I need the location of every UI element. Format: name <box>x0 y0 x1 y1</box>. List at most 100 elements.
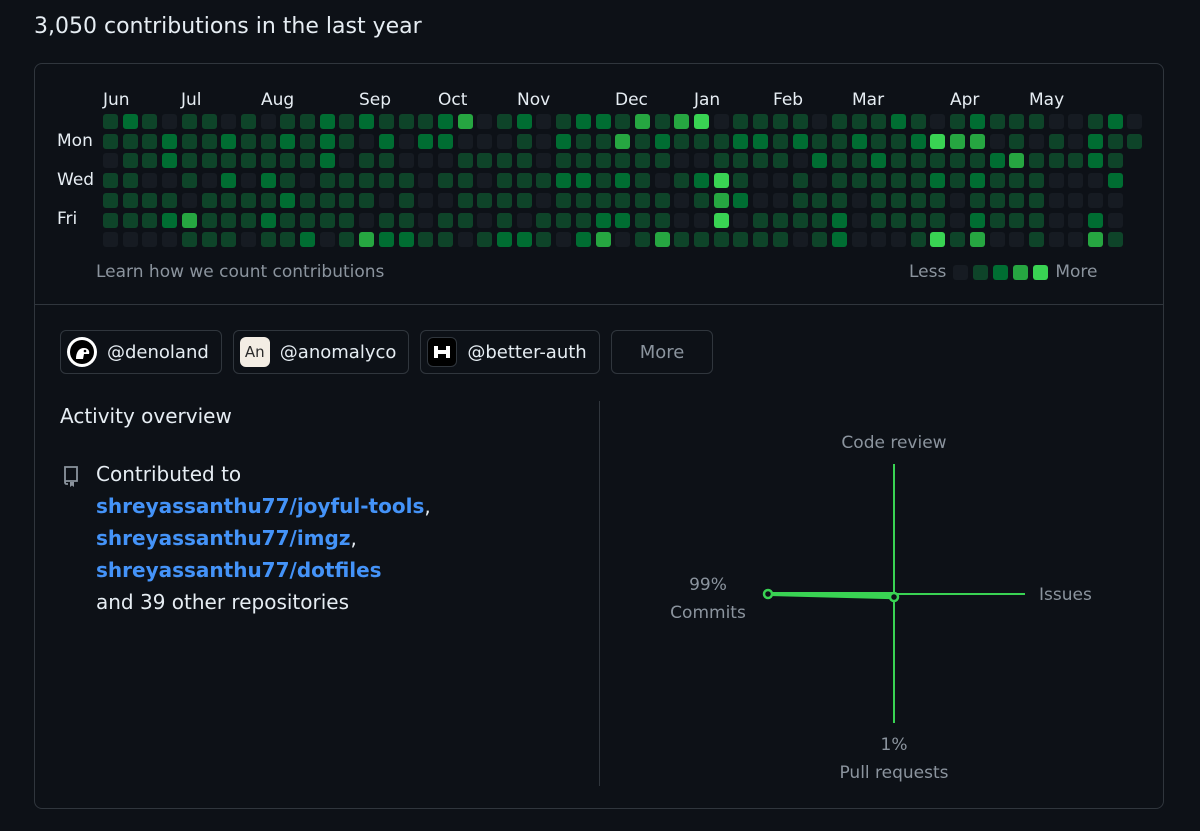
contribution-day-cell[interactable] <box>536 173 552 189</box>
contribution-day-cell[interactable] <box>654 232 670 248</box>
contribution-day-cell[interactable] <box>142 133 158 149</box>
contribution-day-cell[interactable] <box>1028 114 1044 129</box>
contribution-day-cell[interactable] <box>319 173 335 189</box>
contribution-day-cell[interactable] <box>1048 212 1064 228</box>
contribution-day-cell[interactable] <box>792 114 808 129</box>
contribution-day-cell[interactable] <box>910 114 926 129</box>
contribution-day-cell[interactable] <box>457 114 473 129</box>
contribution-day-cell[interactable] <box>733 153 749 169</box>
contribution-day-cell[interactable] <box>1068 153 1084 169</box>
contribution-day-cell[interactable] <box>398 133 414 149</box>
contribution-day-cell[interactable] <box>989 173 1005 189</box>
org-button-denoland[interactable]: @denoland <box>60 330 222 374</box>
repo-link[interactable]: shreyassanthu77/joyful-tools <box>96 494 425 518</box>
contribution-day-cell[interactable] <box>556 173 572 189</box>
contribution-day-cell[interactable] <box>122 114 138 129</box>
contribution-day-cell[interactable] <box>516 153 532 169</box>
contribution-day-cell[interactable] <box>280 212 296 228</box>
contribution-day-cell[interactable] <box>142 153 158 169</box>
contribution-day-cell[interactable] <box>240 114 256 129</box>
contribution-day-cell[interactable] <box>595 173 611 189</box>
contribution-day-cell[interactable] <box>772 212 788 228</box>
contribution-day-cell[interactable] <box>950 192 966 208</box>
contribution-day-cell[interactable] <box>359 212 375 228</box>
contribution-day-cell[interactable] <box>831 133 847 149</box>
contribution-day-cell[interactable] <box>300 153 315 169</box>
contribution-day-cell[interactable] <box>280 232 296 248</box>
contribution-day-cell[interactable] <box>516 114 532 129</box>
contribution-day-cell[interactable] <box>516 173 532 189</box>
contribution-day-cell[interactable] <box>1048 173 1064 189</box>
contribution-day-cell[interactable] <box>634 133 650 149</box>
contribution-day-cell[interactable] <box>556 114 572 129</box>
contribution-day-cell[interactable] <box>733 212 749 228</box>
contribution-day-cell[interactable] <box>910 173 926 189</box>
contribution-day-cell[interactable] <box>634 192 650 208</box>
contribution-day-cell[interactable] <box>398 192 414 208</box>
contribution-day-cell[interactable] <box>181 192 197 208</box>
contribution-day-cell[interactable] <box>142 192 158 208</box>
contribution-day-cell[interactable] <box>969 153 985 169</box>
contribution-day-cell[interactable] <box>969 133 985 149</box>
learn-how-link[interactable]: Learn how we count contributions <box>96 262 385 282</box>
contribution-day-cell[interactable] <box>181 173 197 189</box>
contribution-day-cell[interactable] <box>1068 114 1084 129</box>
contribution-day-cell[interactable] <box>477 114 493 129</box>
contribution-day-cell[interactable] <box>1068 232 1084 248</box>
contribution-day-cell[interactable] <box>969 114 985 129</box>
contribution-day-cell[interactable] <box>477 212 493 228</box>
contribution-day-cell[interactable] <box>201 173 217 189</box>
contribution-day-cell[interactable] <box>497 153 512 169</box>
contribution-day-cell[interactable] <box>930 153 946 169</box>
contribution-day-cell[interactable] <box>812 173 828 189</box>
contribution-day-cell[interactable] <box>319 232 335 248</box>
contribution-day-cell[interactable] <box>201 232 217 248</box>
contribution-day-cell[interactable] <box>792 133 808 149</box>
contribution-day-cell[interactable] <box>989 232 1005 248</box>
contribution-day-cell[interactable] <box>674 153 690 169</box>
contribution-day-cell[interactable] <box>891 173 906 189</box>
contribution-day-cell[interactable] <box>378 192 394 208</box>
contribution-day-cell[interactable] <box>497 173 512 189</box>
contribution-day-cell[interactable] <box>871 114 887 129</box>
contribution-day-cell[interactable] <box>221 212 237 228</box>
contribution-day-cell[interactable] <box>437 133 453 149</box>
contribution-day-cell[interactable] <box>181 114 197 129</box>
contribution-day-cell[interactable] <box>497 232 512 248</box>
contribution-day-cell[interactable] <box>319 133 335 149</box>
contribution-day-cell[interactable] <box>713 153 729 169</box>
contribution-day-cell[interactable] <box>969 232 985 248</box>
contribution-day-cell[interactable] <box>1088 153 1103 169</box>
contribution-day-cell[interactable] <box>969 212 985 228</box>
contribution-day-cell[interactable] <box>910 192 926 208</box>
contribution-day-cell[interactable] <box>989 133 1005 149</box>
contribution-day-cell[interactable] <box>201 212 217 228</box>
contribution-day-cell[interactable] <box>556 212 572 228</box>
contribution-day-cell[interactable] <box>221 232 237 248</box>
contribution-day-cell[interactable] <box>792 232 808 248</box>
contribution-day-cell[interactable] <box>615 173 631 189</box>
contribution-day-cell[interactable] <box>122 133 138 149</box>
contribution-day-cell[interactable] <box>575 212 591 228</box>
contribution-day-cell[interactable] <box>319 153 335 169</box>
contribution-day-cell[interactable] <box>181 232 197 248</box>
contribution-day-cell[interactable] <box>398 212 414 228</box>
contribution-day-cell[interactable] <box>989 192 1005 208</box>
contribution-day-cell[interactable] <box>162 133 178 149</box>
contribution-day-cell[interactable] <box>221 192 237 208</box>
contribution-day-cell[interactable] <box>221 114 237 129</box>
contribution-day-cell[interactable] <box>122 212 138 228</box>
contribution-day-cell[interactable] <box>556 232 572 248</box>
contribution-day-cell[interactable] <box>221 133 237 149</box>
contribution-day-cell[interactable] <box>516 212 532 228</box>
contribution-day-cell[interactable] <box>831 232 847 248</box>
contribution-day-cell[interactable] <box>930 212 946 228</box>
contribution-day-cell[interactable] <box>772 153 788 169</box>
contribution-day-cell[interactable] <box>1009 232 1025 248</box>
contribution-day-cell[interactable] <box>1009 153 1025 169</box>
contribution-day-cell[interactable] <box>1088 114 1103 129</box>
contribution-day-cell[interactable] <box>1107 232 1123 248</box>
contribution-day-cell[interactable] <box>339 192 355 208</box>
contribution-day-cell[interactable] <box>713 173 729 189</box>
contribution-day-cell[interactable] <box>910 153 926 169</box>
